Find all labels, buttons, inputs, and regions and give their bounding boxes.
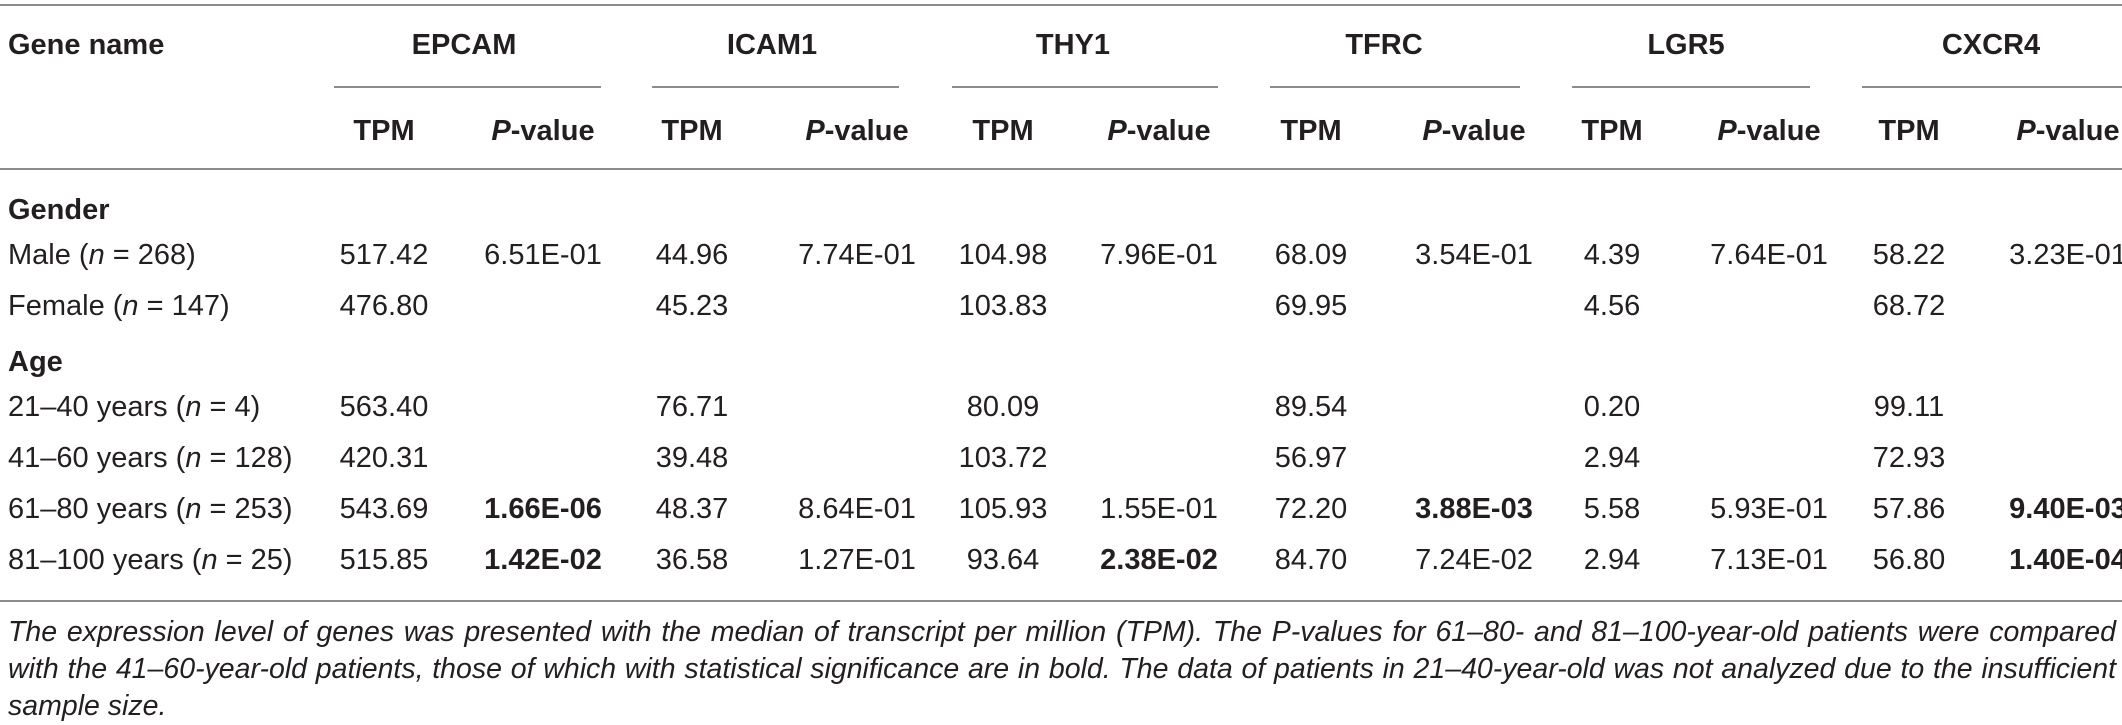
gene-group-rule	[1270, 86, 1520, 88]
gene-header-thy1: THY1	[1035, 29, 1111, 61]
p-value-cell: 6.51E-01	[484, 239, 602, 271]
tpm-cell: 89.54	[1274, 391, 1348, 423]
tpm-cell: 4.56	[1583, 290, 1641, 322]
tpm-cell: 2.94	[1583, 442, 1641, 474]
tpm-cell: 420.31	[339, 442, 429, 474]
tpm-cell: 57.86	[1872, 493, 1946, 525]
tpm-cell: 563.40	[339, 391, 429, 423]
p-value-cell: 1.66E-06	[484, 493, 602, 525]
bottom-rule	[0, 600, 2122, 602]
gene-group-rule	[952, 86, 1218, 88]
gene-header-cxcr4: CXCR4	[1941, 29, 2041, 61]
tpm-cell: 39.48	[655, 442, 729, 474]
p-value-cell: 1.55E-01	[1100, 493, 1218, 525]
p-value-header: P-value	[1107, 115, 1211, 147]
gene-group-rule	[652, 86, 899, 88]
tpm-cell: 4.39	[1583, 239, 1641, 271]
p-value-cell: 2.38E-02	[1100, 544, 1218, 576]
p-value-cell: 7.64E-01	[1710, 239, 1828, 271]
p-value-cell: 7.24E-02	[1415, 544, 1533, 576]
tpm-header: TPM	[1878, 115, 1940, 147]
p-value-header: P-value	[805, 115, 909, 147]
row-label: 21–40 years (n = 4)	[8, 391, 261, 423]
p-value-cell: 1.27E-01	[798, 544, 916, 576]
top-rule	[0, 4, 2122, 6]
tpm-cell: 99.11	[1873, 391, 1945, 423]
row-label: 61–80 years (n = 253)	[8, 493, 293, 525]
tpm-cell: 58.22	[1872, 239, 1946, 271]
tpm-header: TPM	[972, 115, 1034, 147]
p-value-cell: 3.23E-01	[2009, 239, 2122, 271]
header-rule	[0, 168, 2122, 170]
tpm-cell: 105.93	[958, 493, 1048, 525]
tpm-cell: 0.20	[1583, 391, 1641, 423]
tpm-cell: 36.58	[655, 544, 729, 576]
p-value-cell: 5.93E-01	[1710, 493, 1828, 525]
row-label: 41–60 years (n = 128)	[8, 442, 293, 474]
row-label: Male (n = 268)	[8, 239, 196, 271]
p-value-header: P-value	[491, 115, 595, 147]
gene-group-rule	[334, 86, 601, 88]
gene-header-lgr5: LGR5	[1647, 29, 1725, 61]
tpm-cell: 5.58	[1583, 493, 1641, 525]
tpm-cell: 103.72	[958, 442, 1048, 474]
gene-header-epcam: EPCAM	[411, 29, 517, 61]
tpm-cell: 44.96	[655, 239, 729, 271]
tpm-cell: 517.42	[339, 239, 429, 271]
section-age: Age	[8, 346, 63, 378]
tpm-cell: 56.80	[1872, 544, 1946, 576]
p-value-cell: 8.64E-01	[798, 493, 916, 525]
row-label: Female (n = 147)	[8, 290, 230, 322]
tpm-cell: 72.20	[1274, 493, 1348, 525]
p-value-cell: 1.40E-04	[2009, 544, 2122, 576]
tpm-cell: 80.09	[966, 391, 1040, 423]
p-value-cell: 7.74E-01	[798, 239, 916, 271]
tpm-cell: 68.72	[1872, 290, 1946, 322]
p-value-header: P-value	[1717, 115, 1821, 147]
tpm-cell: 103.83	[958, 290, 1048, 322]
tpm-header: TPM	[1280, 115, 1342, 147]
gene-name-header: Gene name	[8, 29, 165, 61]
tpm-cell: 56.97	[1274, 442, 1348, 474]
tpm-cell: 93.64	[966, 544, 1040, 576]
tpm-cell: 45.23	[655, 290, 729, 322]
section-gender: Gender	[8, 194, 110, 226]
p-value-cell: 3.54E-01	[1415, 239, 1533, 271]
tpm-cell: 104.98	[958, 239, 1048, 271]
tpm-cell: 543.69	[339, 493, 429, 525]
p-value-header: P-value	[2016, 115, 2120, 147]
tpm-header: TPM	[353, 115, 415, 147]
gene-group-rule	[1862, 86, 2122, 88]
tpm-cell: 84.70	[1274, 544, 1348, 576]
tpm-cell: 515.85	[339, 544, 429, 576]
p-value-cell: 9.40E-03	[2009, 493, 2122, 525]
tpm-cell: 72.93	[1872, 442, 1946, 474]
row-label: 81–100 years (n = 25)	[8, 544, 293, 576]
tpm-cell: 2.94	[1583, 544, 1641, 576]
p-value-header: P-value	[1422, 115, 1526, 147]
table-footnote: The expression level of genes was presen…	[8, 616, 2117, 722]
tpm-cell: 68.09	[1274, 239, 1348, 271]
p-value-cell: 3.88E-03	[1415, 493, 1533, 525]
gene-header-tfrc: TFRC	[1345, 29, 1423, 61]
tpm-header: TPM	[1581, 115, 1643, 147]
p-value-cell: 1.42E-02	[484, 544, 602, 576]
gene-header-icam1: ICAM1	[726, 29, 818, 61]
tpm-cell: 48.37	[655, 493, 729, 525]
tpm-cell: 76.71	[655, 391, 729, 423]
p-value-cell: 7.13E-01	[1710, 544, 1828, 576]
gene-group-rule	[1572, 86, 1810, 88]
tpm-header: TPM	[661, 115, 723, 147]
p-value-cell: 7.96E-01	[1100, 239, 1218, 271]
tpm-cell: 476.80	[339, 290, 429, 322]
tpm-cell: 69.95	[1274, 290, 1348, 322]
